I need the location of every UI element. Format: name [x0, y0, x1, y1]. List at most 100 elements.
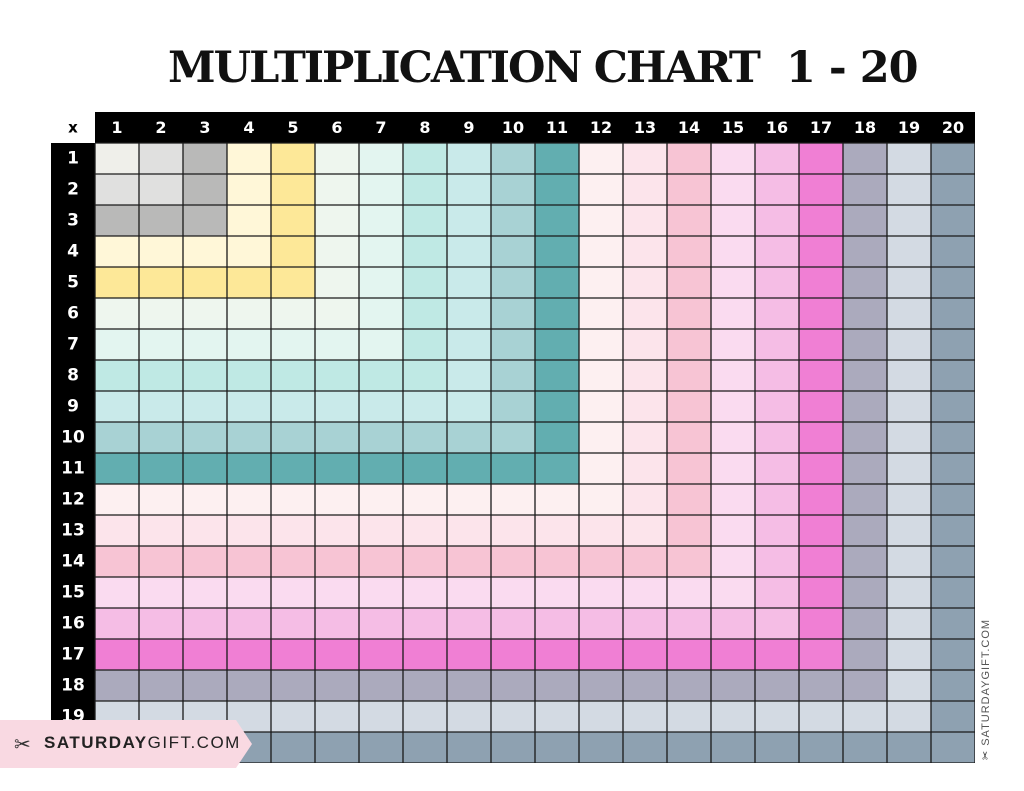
grid-cell — [139, 143, 183, 174]
grid-cell — [887, 143, 931, 174]
grid-cell — [95, 453, 139, 484]
grid-cell — [535, 732, 579, 763]
grid-cell — [755, 453, 799, 484]
row-header: 11 — [61, 459, 85, 479]
grid-cell — [711, 732, 755, 763]
grid-cell — [623, 701, 667, 732]
grid-cell — [799, 577, 843, 608]
grid-cell — [887, 670, 931, 701]
grid-cell — [579, 484, 623, 515]
grid-cell — [623, 391, 667, 422]
grid-cell — [667, 515, 711, 546]
grid-cell — [271, 515, 315, 546]
grid-cell — [799, 453, 843, 484]
grid-cell — [447, 515, 491, 546]
column-header: 11 — [546, 118, 568, 137]
grid-cell — [887, 484, 931, 515]
grid-cell — [271, 484, 315, 515]
grid-cell — [447, 577, 491, 608]
grid-svg: x 1 2 3 4 5 6 7 8 9 10 11 12 13 14 15 16 17 18 19 2012345678… — [51, 112, 975, 763]
grid-cell — [271, 546, 315, 577]
row-header: 18 — [61, 676, 85, 696]
grid-cell — [403, 639, 447, 670]
grid-cell — [403, 422, 447, 453]
grid-cell — [447, 546, 491, 577]
row-header: 12 — [61, 490, 85, 510]
grid-cell — [139, 453, 183, 484]
grid-cell — [359, 546, 403, 577]
grid-cell — [667, 360, 711, 391]
grid-cell — [843, 453, 887, 484]
grid-cell — [579, 143, 623, 174]
grid-cell — [315, 143, 359, 174]
grid-cell — [447, 236, 491, 267]
grid-cell — [403, 546, 447, 577]
grid-cell — [579, 391, 623, 422]
grid-cell — [183, 360, 227, 391]
grid-cell — [843, 205, 887, 236]
grid-cell — [227, 236, 271, 267]
grid-cell — [887, 360, 931, 391]
grid-cell — [711, 639, 755, 670]
grid-cell — [95, 391, 139, 422]
grid-cell — [271, 670, 315, 701]
grid-cell — [623, 205, 667, 236]
grid-cell — [271, 391, 315, 422]
grid-cell — [271, 701, 315, 732]
grid-cell — [227, 639, 271, 670]
grid-cell — [403, 360, 447, 391]
grid-cell — [491, 298, 535, 329]
grid-cell — [535, 143, 579, 174]
grid-cell — [403, 174, 447, 205]
grid-cell — [843, 174, 887, 205]
grid-cell — [579, 236, 623, 267]
grid-cell — [359, 608, 403, 639]
grid-cell — [799, 515, 843, 546]
grid-cell — [491, 577, 535, 608]
grid-cell — [755, 143, 799, 174]
grid-cell — [447, 608, 491, 639]
grid-cell — [887, 391, 931, 422]
grid-cell — [711, 329, 755, 360]
grid-cell — [579, 174, 623, 205]
grid-cell — [799, 732, 843, 763]
grid-cell — [139, 298, 183, 329]
grid-cell — [887, 329, 931, 360]
grid-cell — [227, 670, 271, 701]
grid-cell — [623, 267, 667, 298]
grid-cell — [623, 360, 667, 391]
grid-cell — [623, 329, 667, 360]
grid-cell — [579, 639, 623, 670]
grid-cell — [755, 670, 799, 701]
grid-cell — [887, 546, 931, 577]
grid-cell — [843, 143, 887, 174]
grid-cell — [95, 174, 139, 205]
grid-cell — [887, 236, 931, 267]
column-header: 13 — [634, 118, 656, 137]
grid-cell — [579, 267, 623, 298]
grid-cell — [359, 205, 403, 236]
grid-cell — [403, 515, 447, 546]
grid-cell — [711, 174, 755, 205]
grid-cell — [931, 701, 975, 732]
grid-cell — [931, 298, 975, 329]
column-header-band — [51, 112, 975, 143]
grid-cell — [183, 577, 227, 608]
brand-badge-bold: SATURDAY — [44, 733, 148, 752]
grid-cell — [931, 453, 975, 484]
grid-cell — [535, 391, 579, 422]
grid-cell — [623, 732, 667, 763]
grid-cell — [711, 670, 755, 701]
grid-cell — [359, 329, 403, 360]
grid-cell — [95, 577, 139, 608]
grid-cell — [887, 608, 931, 639]
grid-cell — [183, 298, 227, 329]
grid-cell — [799, 329, 843, 360]
grid-cell — [623, 484, 667, 515]
grid-cell — [843, 329, 887, 360]
column-header: 20 — [942, 118, 964, 137]
grid-cell — [931, 236, 975, 267]
grid-cell — [95, 484, 139, 515]
grid-cell — [711, 453, 755, 484]
grid-cell — [271, 639, 315, 670]
